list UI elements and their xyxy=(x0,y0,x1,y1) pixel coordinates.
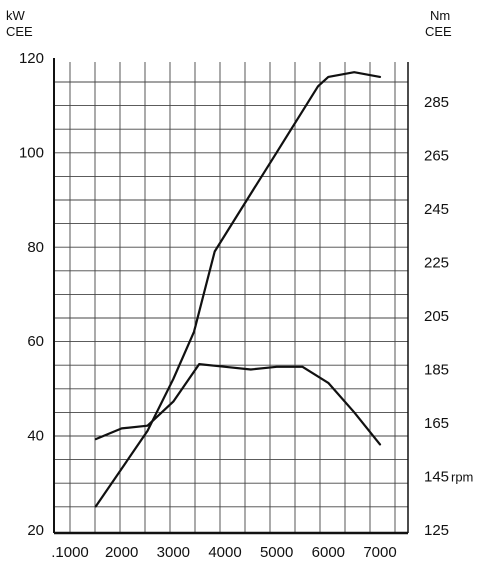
right-tick-label: 285 xyxy=(424,94,449,111)
rpm-unit-label: rpm xyxy=(451,470,473,485)
x-tick-label: 4000 xyxy=(208,544,241,561)
left-tick-label: 60 xyxy=(27,333,44,350)
right-tick-label: 185 xyxy=(424,362,449,379)
right-tick-label: 225 xyxy=(424,255,449,272)
left-axis-standard: CEE xyxy=(6,24,33,39)
chart-series xyxy=(94,71,382,508)
chart-labels: kW CEE Nm CEE 120 100 80 60 40 20 285 265 245 225… xyxy=(6,8,473,561)
right-tick-label: 145 xyxy=(424,469,449,486)
left-tick-label: 100 xyxy=(19,144,44,161)
chart-axes xyxy=(53,58,409,535)
x-tick-label: 7000 xyxy=(363,544,396,561)
x-tick-label: 2000 xyxy=(105,544,138,561)
left-tick-label: 20 xyxy=(27,522,44,539)
left-tick-label: 80 xyxy=(27,239,44,256)
right-tick-label: 265 xyxy=(424,148,449,165)
power-curve xyxy=(94,71,382,508)
right-axis-unit: Nm xyxy=(430,8,450,23)
x-tick-label: 6000 xyxy=(312,544,345,561)
right-tick-label: 245 xyxy=(424,201,449,218)
chart-grid xyxy=(54,62,408,532)
left-tick-label: 40 xyxy=(27,428,44,445)
left-tick-label: 120 xyxy=(19,50,44,67)
x-tick-label: 3000 xyxy=(157,544,190,561)
x-tick-label: 5000 xyxy=(260,544,293,561)
right-tick-label: 205 xyxy=(424,308,449,325)
right-tick-label: 125 xyxy=(424,522,449,539)
left-axis-unit: kW xyxy=(6,8,26,23)
x-tick-label: .1000 xyxy=(51,544,89,561)
torque-curve xyxy=(94,363,382,446)
right-tick-label: 165 xyxy=(424,415,449,432)
right-axis-standard: CEE xyxy=(425,24,452,39)
